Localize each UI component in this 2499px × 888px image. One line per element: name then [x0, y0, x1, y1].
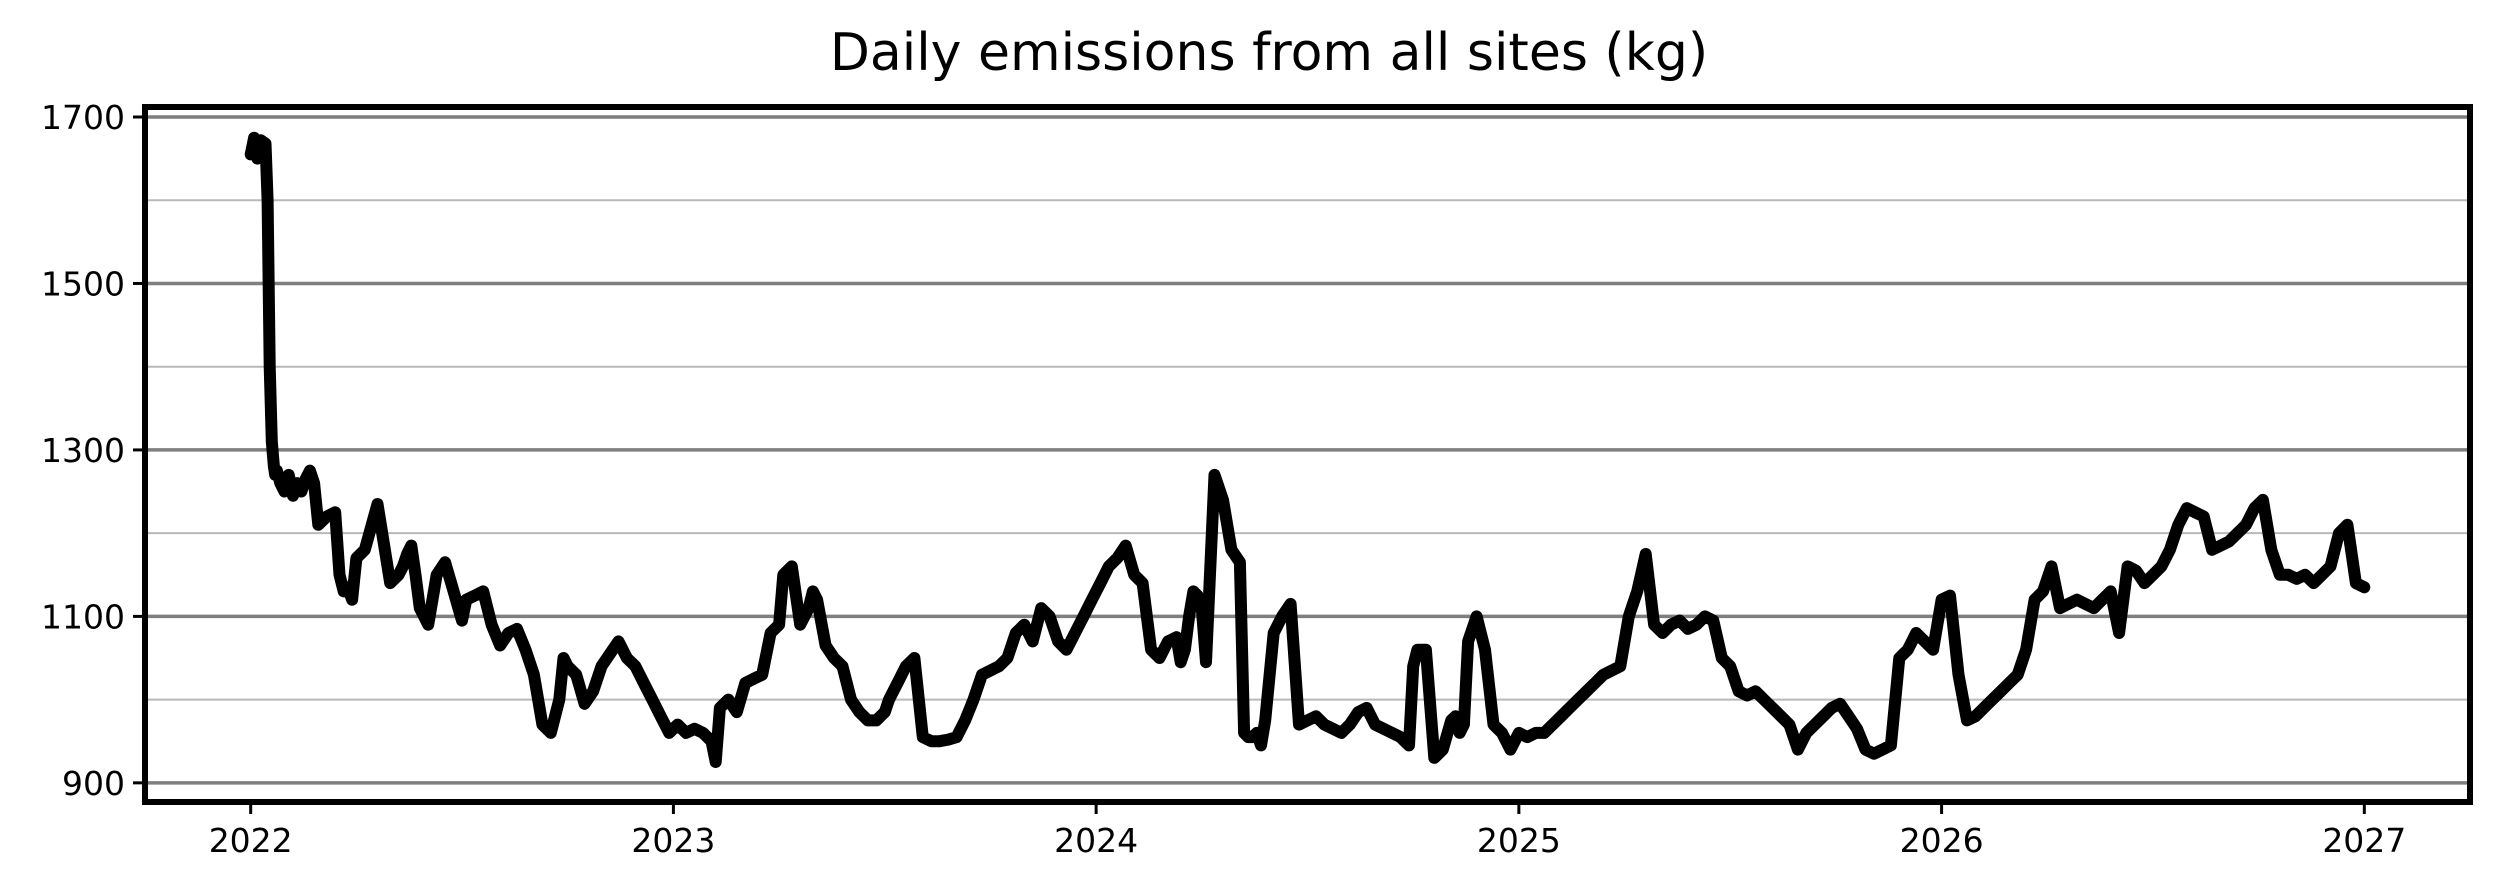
y-axis: 900 1100 1300 1500 1700	[41, 98, 145, 803]
y-tick-label: 1100	[41, 597, 125, 636]
series-line	[244, 131, 2371, 768]
x-axis: 2022 2023 2024 2025 2026 2027	[209, 802, 2406, 860]
series-group	[244, 131, 2371, 768]
plot-frame	[142, 104, 2473, 805]
y-tick-label: 1300	[41, 431, 125, 470]
x-tick-label: 2023	[631, 821, 715, 860]
y-tick-label: 1500	[41, 264, 125, 303]
x-tick-label: 2022	[209, 821, 293, 860]
gridlines	[145, 115, 2470, 785]
x-tick-label: 2027	[2322, 821, 2406, 860]
y-tick-label: 1700	[41, 98, 125, 137]
chart-title: Daily emissions from all sites (kg)	[830, 23, 1708, 83]
x-tick-label: 2026	[1900, 821, 1984, 860]
x-tick-label: 2024	[1054, 821, 1138, 860]
y-tick-label: 900	[62, 764, 125, 803]
x-tick-label: 2025	[1477, 821, 1561, 860]
